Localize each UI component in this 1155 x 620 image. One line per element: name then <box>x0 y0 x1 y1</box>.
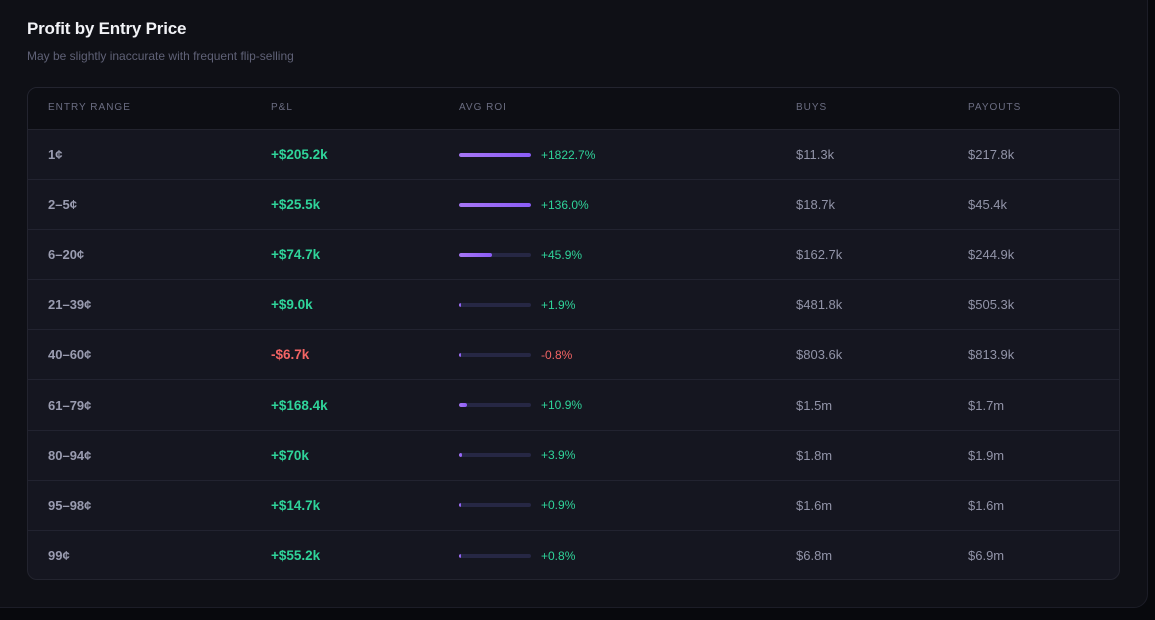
buys-cell: $18.7k <box>796 197 836 213</box>
roi-bar-track <box>459 453 531 458</box>
entry-range-cell: 40–60¢ <box>48 347 92 363</box>
payouts-cell: $217.8k <box>968 147 1015 163</box>
avg-roi-cell: +1.9% <box>459 280 575 329</box>
entry-range-cell: 2–5¢ <box>48 197 77 213</box>
entry-range-cell: 21–39¢ <box>48 297 92 313</box>
payouts-cell: $1.6m <box>968 497 1005 513</box>
pnl-cell: +$55.2k <box>271 548 321 564</box>
avg-roi-cell: +3.9% <box>459 431 575 480</box>
roi-bar-fill <box>459 352 462 357</box>
roi-value: +0.8% <box>541 548 576 563</box>
col-header-avg-roi[interactable]: AVG ROI <box>459 102 507 113</box>
avg-roi-cell: +136.0% <box>459 180 589 229</box>
roi-value: +1.9% <box>541 297 576 312</box>
buys-cell: $11.3k <box>796 147 835 163</box>
table-row[interactable]: 21–39¢ +$9.0k +1.9% $481.8k $505.3k <box>28 280 1119 331</box>
roi-bar-track <box>459 252 531 257</box>
avg-roi-cell: +10.9% <box>459 380 582 429</box>
pnl-cell: +$9.0k <box>271 297 313 313</box>
roi-value: +1822.7% <box>541 147 596 162</box>
avg-roi-cell: +1822.7% <box>459 130 595 179</box>
pnl-cell: +$70k <box>271 447 309 463</box>
roi-value: -0.8% <box>541 347 573 362</box>
buys-cell: $162.7k <box>796 247 843 263</box>
col-header-buys[interactable]: BUYS <box>796 102 828 113</box>
page-subtitle: May be slightly inaccurate with frequent… <box>27 49 294 63</box>
roi-value: +3.9% <box>541 448 576 463</box>
payouts-cell: $6.9m <box>968 548 1005 564</box>
roi-bar-fill <box>459 553 462 558</box>
pnl-cell: +$74.7k <box>271 247 321 263</box>
table-row[interactable]: 40–60¢ -$6.7k -0.8% $803.6k $813.9k <box>28 330 1119 381</box>
entry-range-cell: 61–79¢ <box>48 397 92 413</box>
table-header: ENTRY RANGE P&L AVG ROI BUYS PAYOUTS <box>28 88 1119 130</box>
table-row[interactable]: 1¢ +$205.2k +1822.7% $11.3k $217.8k <box>28 130 1119 181</box>
col-header-pnl[interactable]: P&L <box>271 102 293 113</box>
roi-bar-fill <box>459 503 462 508</box>
roi-bar-fill <box>459 252 493 257</box>
buys-cell: $481.8k <box>796 297 843 313</box>
payouts-cell: $505.3k <box>968 297 1015 313</box>
payouts-cell: $813.9k <box>968 347 1015 363</box>
roi-bar-fill <box>459 202 531 207</box>
table-row[interactable]: 80–94¢ +$70k +3.9% $1.8m $1.9m <box>28 431 1119 481</box>
payouts-cell: $45.4k <box>968 197 1008 213</box>
pnl-cell: +$14.7k <box>271 497 321 513</box>
table-body: 1¢ +$205.2k +1822.7% $11.3k $217.8k 2–5¢ +$25.… <box>28 130 1119 579</box>
buys-cell: $803.6k <box>796 347 843 363</box>
entry-range-cell: 6–20¢ <box>48 247 85 263</box>
pnl-cell: +$205.2k <box>271 147 328 163</box>
payouts-cell: $244.9k <box>968 247 1015 263</box>
pnl-cell: +$168.4k <box>271 397 328 413</box>
avg-roi-cell: -0.8% <box>459 330 572 379</box>
roi-bar-fill <box>459 152 531 157</box>
table-row[interactable]: 95–98¢ +$14.7k +0.9% $1.6m $1.6m <box>28 481 1119 531</box>
roi-value: +10.9% <box>541 398 583 413</box>
roi-bar-track <box>459 202 531 207</box>
roi-bar-fill <box>459 302 462 307</box>
payouts-cell: $1.7m <box>968 397 1005 413</box>
avg-roi-cell: +0.8% <box>459 531 576 579</box>
roi-bar-track <box>459 403 531 408</box>
roi-value: +136.0% <box>541 197 589 212</box>
buys-cell: $1.6m <box>796 497 833 513</box>
pnl-cell: +$25.5k <box>271 197 321 213</box>
entry-range-cell: 99¢ <box>48 548 70 564</box>
roi-bar-fill <box>459 403 467 408</box>
pnl-cell: -$6.7k <box>271 347 310 363</box>
table-row[interactable]: 6–20¢ +$74.7k +45.9% $162.7k $244.9k <box>28 230 1119 281</box>
avg-roi-cell: +45.9% <box>459 230 582 279</box>
roi-bar-fill <box>459 453 462 458</box>
roi-value: +0.9% <box>541 498 576 513</box>
table-row[interactable]: 99¢ +$55.2k +0.8% $6.8m $6.9m <box>28 531 1119 579</box>
roi-bar-track <box>459 302 531 307</box>
roi-value: +45.9% <box>541 247 583 262</box>
entry-range-cell: 1¢ <box>48 147 63 163</box>
roi-bar-track <box>459 152 531 157</box>
profit-table: ENTRY RANGE P&L AVG ROI BUYS PAYOUTS 1¢ +… <box>27 87 1120 580</box>
roi-bar-track <box>459 503 531 508</box>
payouts-cell: $1.9m <box>968 447 1005 463</box>
col-header-entry-range[interactable]: ENTRY RANGE <box>48 102 131 113</box>
col-header-payouts[interactable]: PAYOUTS <box>968 102 1022 113</box>
roi-bar-track <box>459 352 531 357</box>
table-row[interactable]: 2–5¢ +$25.5k +136.0% $18.7k $45.4k <box>28 180 1119 231</box>
buys-cell: $1.8m <box>796 447 833 463</box>
buys-cell: $6.8m <box>796 548 833 564</box>
roi-bar-track <box>459 553 531 558</box>
table-row[interactable]: 61–79¢ +$168.4k +10.9% $1.5m $1.7m <box>28 380 1119 431</box>
entry-range-cell: 80–94¢ <box>48 447 92 463</box>
avg-roi-cell: +0.9% <box>459 481 575 530</box>
entry-range-cell: 95–98¢ <box>48 497 92 513</box>
page-title: Profit by Entry Price <box>27 19 187 38</box>
buys-cell: $1.5m <box>796 397 833 413</box>
